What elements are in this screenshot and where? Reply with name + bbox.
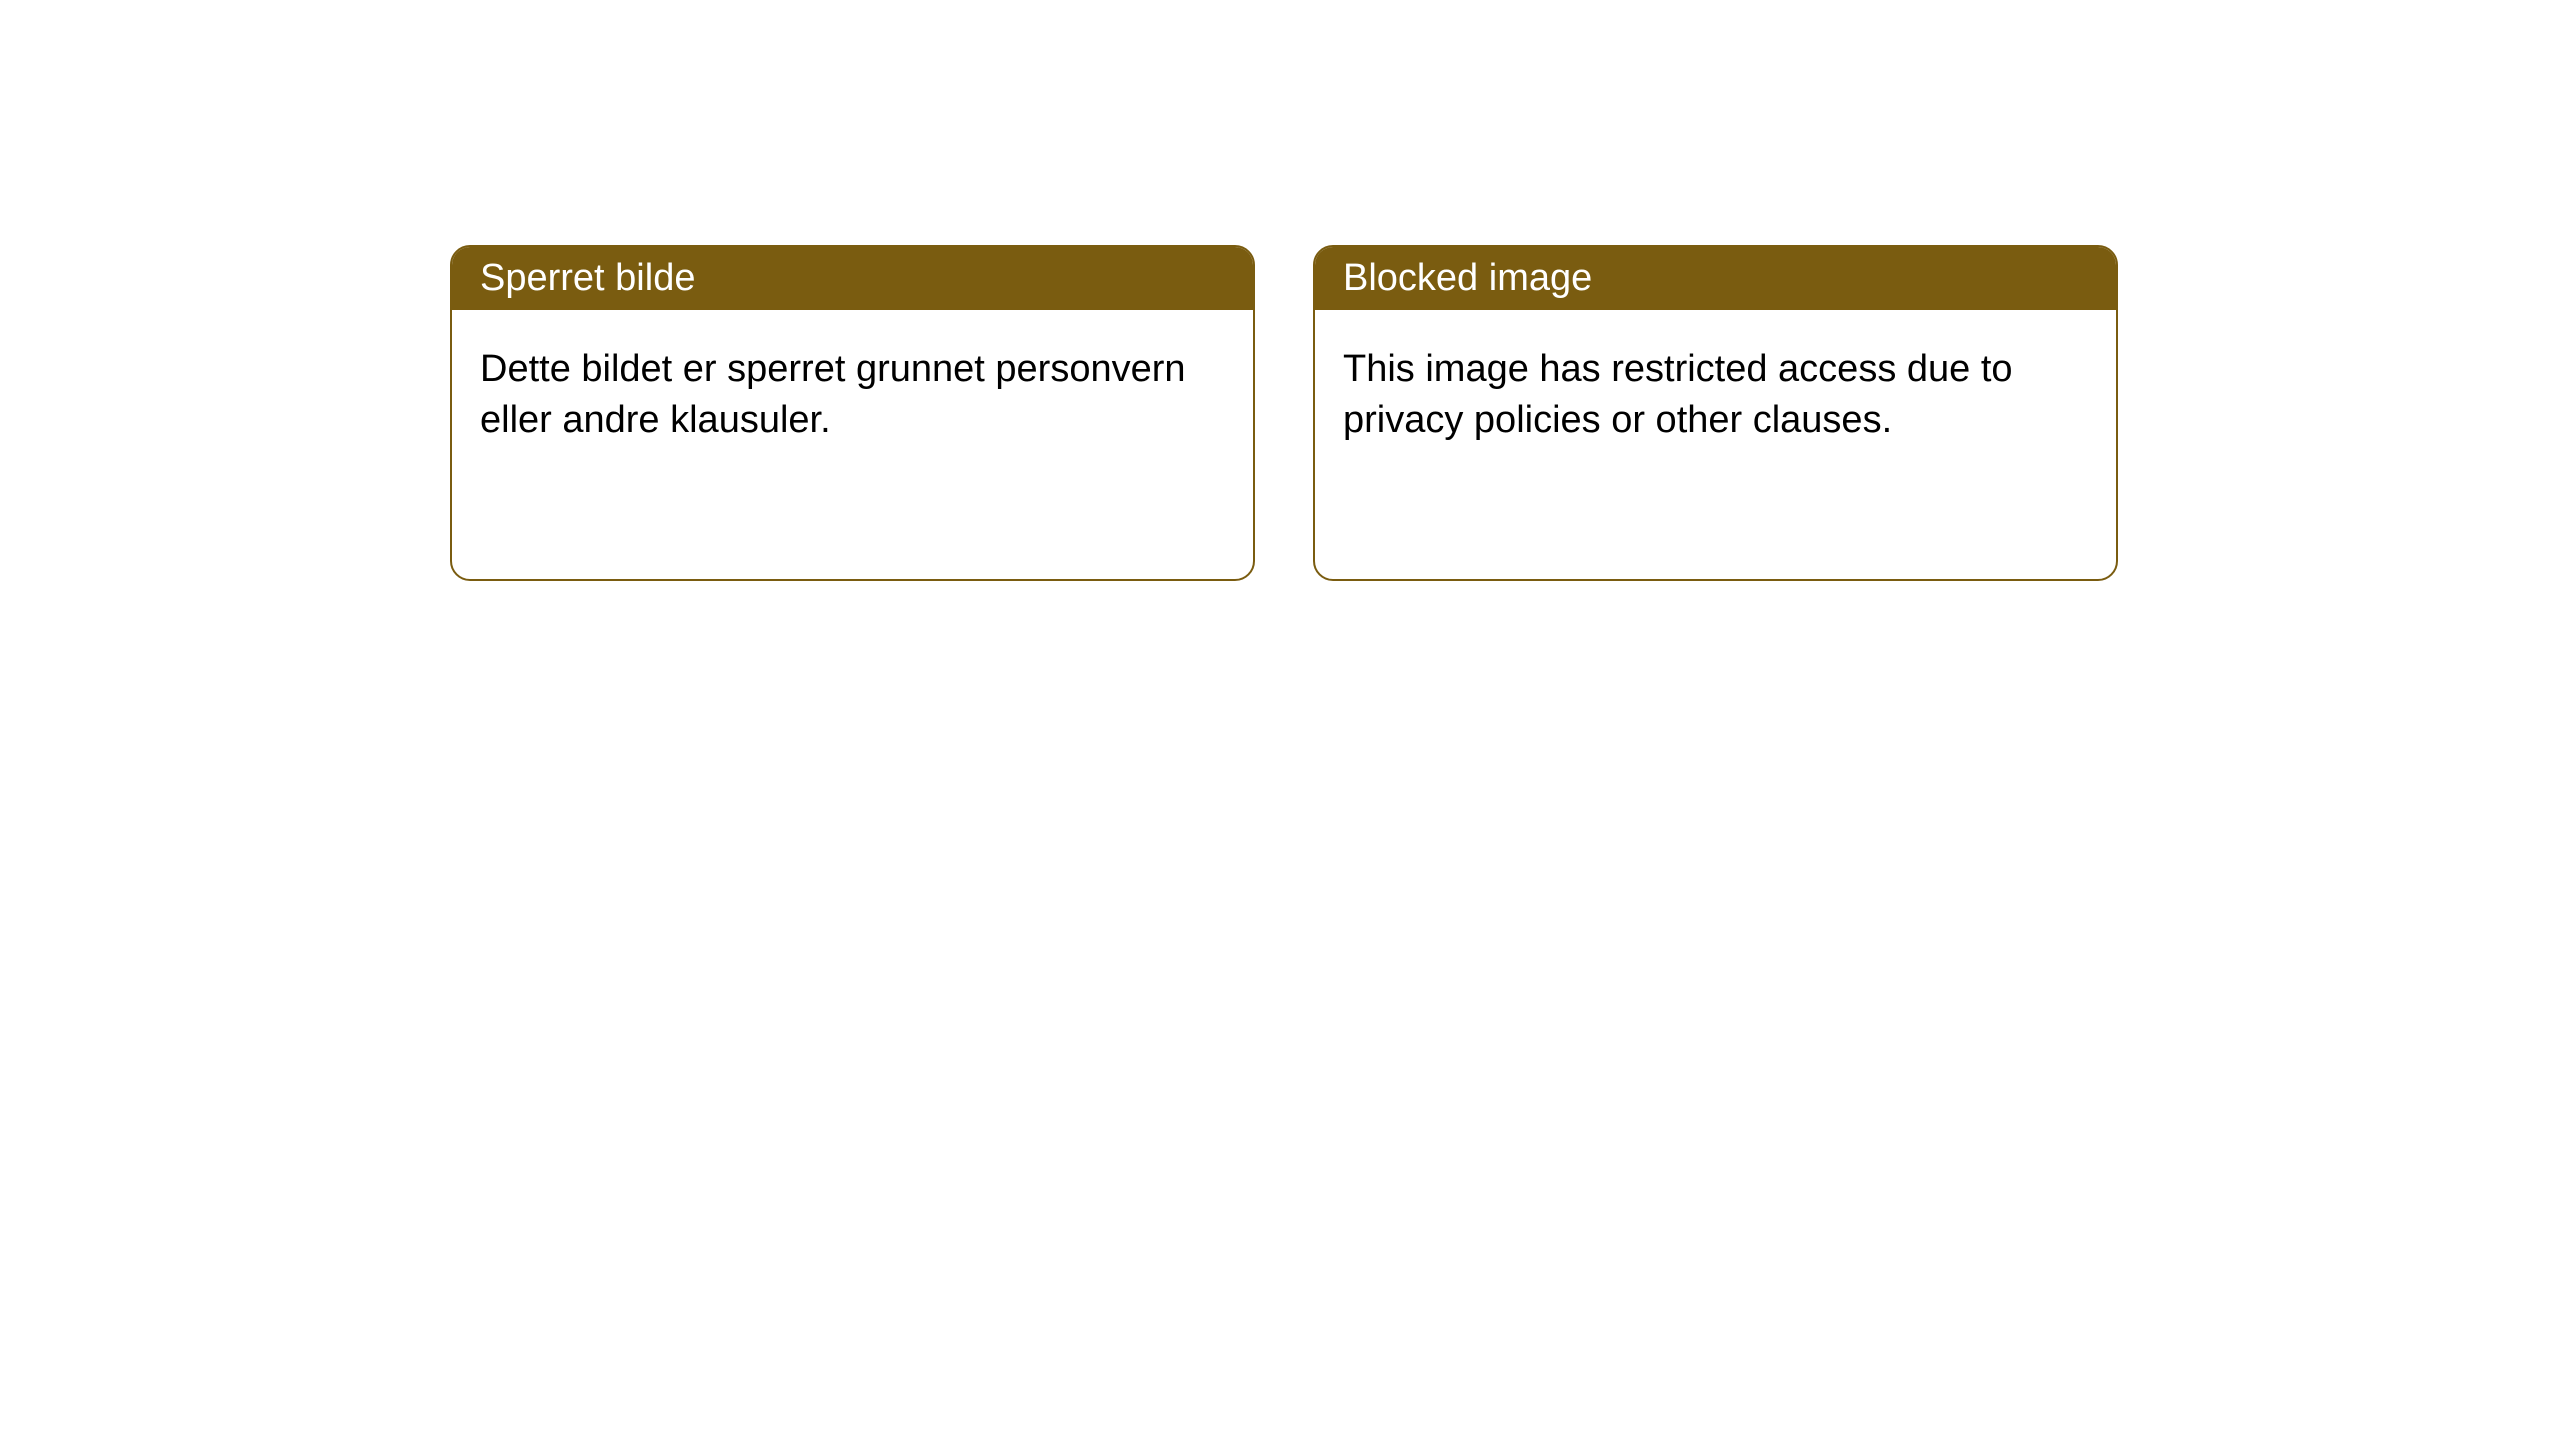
card-header: Sperret bilde bbox=[452, 247, 1253, 310]
notice-container: Sperret bilde Dette bildet er sperret gr… bbox=[0, 0, 2560, 581]
notice-card-norwegian: Sperret bilde Dette bildet er sperret gr… bbox=[450, 245, 1255, 581]
card-message: This image has restricted access due to … bbox=[1343, 348, 2013, 441]
card-body: Dette bildet er sperret grunnet personve… bbox=[452, 310, 1253, 481]
card-title: Blocked image bbox=[1343, 257, 1592, 299]
card-body: This image has restricted access due to … bbox=[1315, 310, 2116, 481]
card-title: Sperret bilde bbox=[480, 257, 695, 299]
card-header: Blocked image bbox=[1315, 247, 2116, 310]
card-message: Dette bildet er sperret grunnet personve… bbox=[480, 348, 1186, 441]
notice-card-english: Blocked image This image has restricted … bbox=[1313, 245, 2118, 581]
